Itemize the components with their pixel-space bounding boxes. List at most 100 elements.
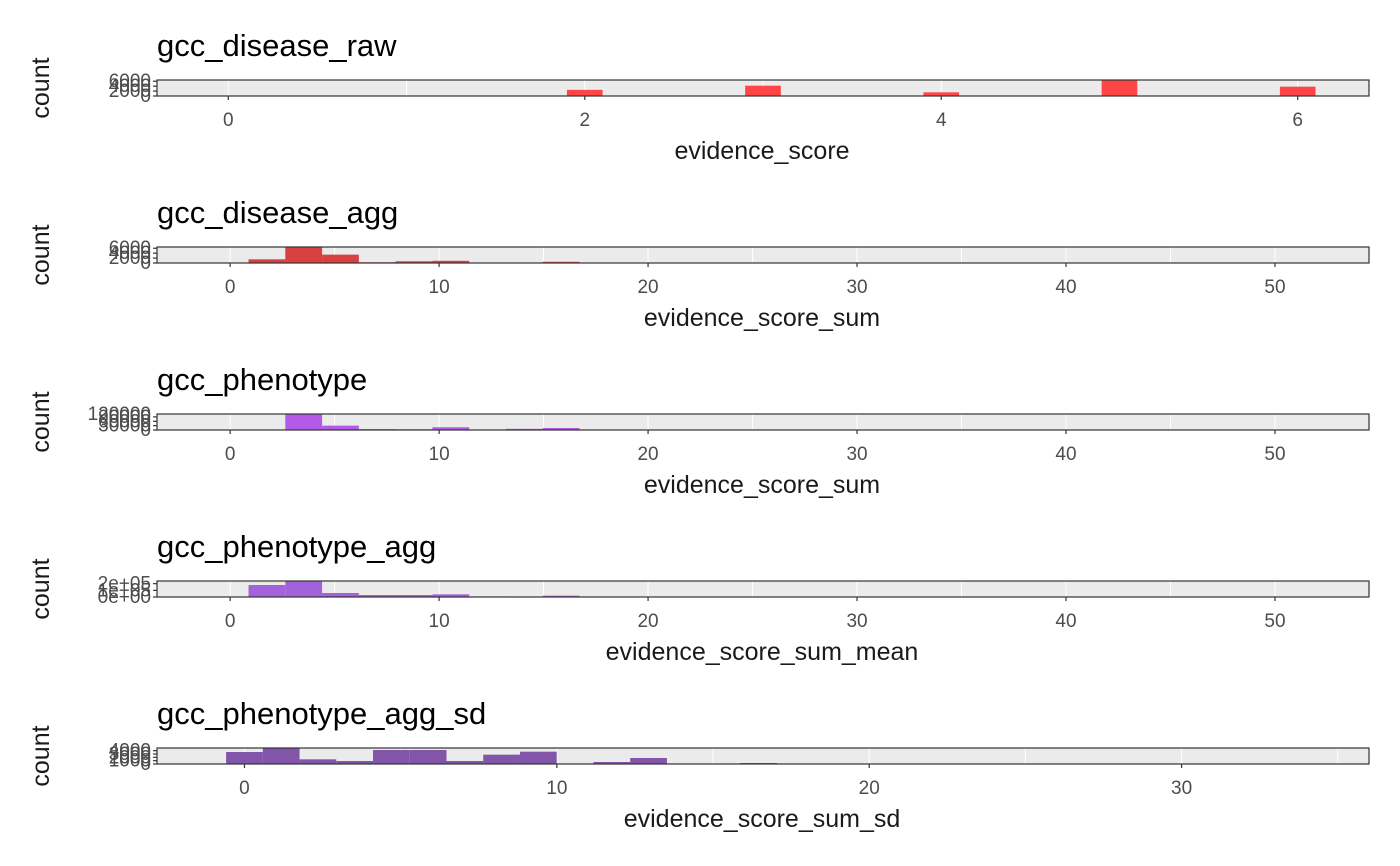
chart-title: gcc_phenotype [157,362,367,397]
x-tick-label: 50 [1264,444,1285,465]
histogram-bar [285,247,323,263]
x-axis-label: evidence_score_sum [644,304,880,332]
plot-border [156,580,1370,598]
histogram-bar [483,754,520,764]
chart-title: gcc_phenotype_agg_sd [157,696,486,731]
chart-title: gcc_phenotype_agg [157,529,436,564]
histogram-bar [446,761,484,764]
y-tick-label: 120000 [88,404,151,425]
x-tick-label: 4 [936,110,947,131]
y-tick-label: 4000 [109,243,151,264]
y-tick-label: 0 [140,253,151,274]
histogram-bar [358,595,396,597]
x-tick-label: 20 [637,444,658,465]
y-tick-label: 3000 [109,744,151,765]
histogram-bar [262,748,300,764]
histogram-bar [745,85,781,96]
x-tick-label: 40 [1055,611,1076,632]
x-tick-label: 0 [225,444,236,465]
x-tick-label: 20 [859,778,880,799]
x-tick-label: 10 [429,444,450,465]
histogram-bar [409,750,447,764]
panel-gcc_phenotype_agg_sd: gcc_phenotype_agg_sd0 10 20 300100020003000… [27,696,1370,833]
y-tick-label: 0 [140,754,151,775]
histogram-bar [542,427,580,430]
x-tick-label: 20 [637,611,658,632]
histogram-bar [1279,86,1316,96]
histogram-bar [542,261,580,263]
plot-background [157,748,1369,764]
histogram-bar [322,254,359,263]
plot-border [156,747,1370,765]
y-axis-label: count [27,224,55,285]
histogram-bar [519,751,557,764]
x-tick-label: 6 [1292,110,1303,131]
x-tick-label: 0 [223,110,234,131]
chart-title: gcc_disease_raw [157,28,397,63]
y-tick-label: 0 [140,86,151,107]
x-tick-label: 0 [225,277,236,298]
plot-border [156,79,1370,97]
y-tick-label: 0e+00 [98,587,151,608]
histogram-bar [395,595,433,597]
y-tick-label: 2000 [109,81,151,102]
histogram-bar [322,593,359,597]
histogram-bar [923,92,960,96]
x-tick-label: 40 [1055,444,1076,465]
x-tick-label: 30 [846,444,867,465]
histogram-bar [395,261,433,263]
x-tick-label: 50 [1264,611,1285,632]
y-axis-label: count [27,558,55,619]
histogram-bar [1101,80,1138,96]
y-axis-label: count [27,391,55,452]
y-tick-label: 2000 [109,747,151,768]
histogram-bar [432,594,470,597]
y-axis-label: count [27,725,55,786]
histogram-bar [285,581,323,597]
histogram-bar [373,750,410,764]
plot-border [156,246,1370,264]
y-tick-label: 2000 [109,248,151,269]
y-axis-label: count [27,57,55,118]
histogram-bar [542,595,580,597]
histogram-bar [630,758,667,764]
plot-border [156,413,1370,431]
histogram-bar [322,425,359,430]
histogram-bar [285,414,323,430]
x-tick-label: 2 [579,110,590,131]
x-tick-label: 30 [1171,778,1192,799]
x-axis-label: evidence_score_sum [644,471,880,499]
x-tick-label: 10 [429,277,450,298]
x-tick-label: 20 [637,277,658,298]
x-axis-label: evidence_score_sum_mean [606,638,919,666]
x-axis-label: evidence_score_sum_sd [624,805,901,833]
y-tick-label: 4000 [109,76,151,97]
y-tick-label: 2e+05 [98,574,151,595]
x-tick-label: 30 [846,611,867,632]
histogram-bar [226,752,263,764]
x-axis-label: evidence_score [674,137,849,165]
x-tick-label: 30 [846,277,867,298]
x-tick-label: 0 [239,778,250,799]
x-tick-label: 0 [225,611,236,632]
chart-title: gcc_disease_agg [157,195,398,230]
histogram-bar [432,427,470,430]
y-tick-label: 90000 [98,407,151,428]
x-tick-label: 50 [1264,277,1285,298]
histogram-bar [248,585,286,597]
y-tick-label: 4000 [109,741,151,762]
y-tick-label: 6000 [109,238,151,259]
histogram-bar [432,260,470,263]
y-tick-label: 60000 [98,411,151,432]
y-tick-label: 0 [140,420,151,441]
histogram-bar [566,89,603,96]
histogram-bar [248,259,286,263]
histogram-bar [299,759,337,764]
y-tick-label: 6000 [109,71,151,92]
y-tick-label: 1e+05 [98,580,151,601]
y-tick-label: 1000 [109,751,151,772]
